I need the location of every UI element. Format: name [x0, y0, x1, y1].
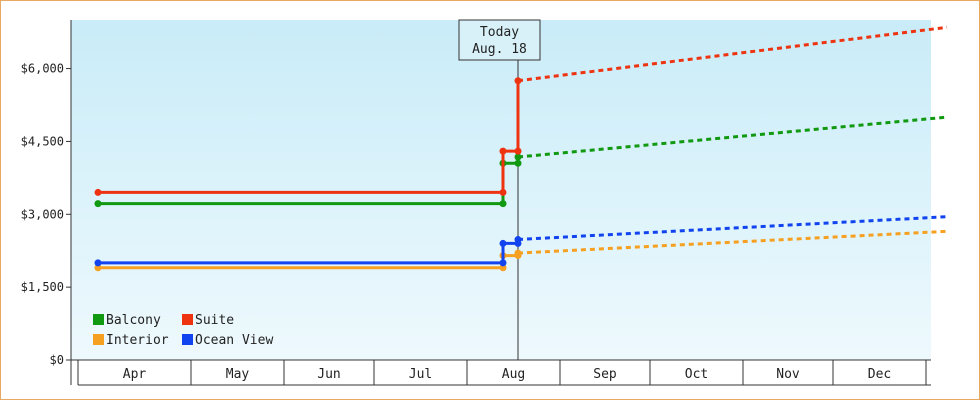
today-callout-line2: Aug. 18 [472, 42, 527, 57]
legend-label-suite: Suite [195, 313, 234, 328]
today-callout: Today Aug. 18 [458, 19, 541, 61]
data-point-balcony [499, 200, 507, 208]
y-tick-label: $4,500 [21, 134, 64, 148]
legend-swatch-suite [182, 314, 193, 325]
today-callout-line1: Today [480, 25, 519, 40]
data-point-ocean-view [94, 259, 102, 267]
data-point-ocean-view [514, 236, 522, 244]
y-tick-label: $0 [50, 353, 64, 367]
month-label: Dec [868, 367, 891, 382]
data-point-suite [514, 77, 522, 85]
data-point-balcony [514, 153, 522, 161]
data-point-balcony [94, 200, 102, 208]
data-point-ocean-view [499, 259, 507, 267]
y-tick-label: $1,500 [21, 280, 64, 294]
data-point-interior [94, 264, 102, 272]
month-label: Nov [776, 367, 800, 382]
series-suite [94, 25, 948, 196]
legend-label-ocean-view: Ocean View [195, 333, 273, 348]
legend-label-balcony: Balcony [106, 313, 161, 328]
data-point-interior [499, 264, 507, 272]
data-point-balcony [514, 159, 522, 167]
month-label: Sep [593, 367, 617, 382]
month-label: Jun [317, 367, 340, 382]
series-forecast-suite [517, 25, 948, 83]
axes: $0 $1,500 $3,000 $4,500 $6,000 Apr May Jun Jul Au… [21, 20, 931, 386]
legend-swatch-balcony [93, 314, 104, 325]
y-tick-label: $3,000 [21, 207, 64, 221]
month-label: Oct [685, 367, 708, 382]
month-label: Aug [502, 367, 525, 382]
data-point-ocean-view [499, 239, 507, 247]
month-label: Apr [123, 367, 147, 382]
month-label: May [226, 367, 250, 382]
series-layer [94, 25, 948, 272]
data-point-interior [514, 249, 522, 257]
today-callout-box [458, 19, 541, 61]
data-point-suite [94, 188, 102, 196]
month-label: Jul [409, 367, 432, 382]
legend: Balcony Suite Interior Ocean View [93, 313, 273, 348]
series-ocean-view [94, 215, 948, 267]
legend-swatch-ocean-view [182, 334, 193, 345]
legend-label-interior: Interior [106, 333, 169, 348]
legend-swatch-interior [93, 334, 104, 345]
data-point-suite [514, 147, 522, 155]
y-tick-label: $6,000 [21, 62, 64, 76]
data-point-suite [499, 188, 507, 196]
data-point-suite [499, 147, 507, 155]
